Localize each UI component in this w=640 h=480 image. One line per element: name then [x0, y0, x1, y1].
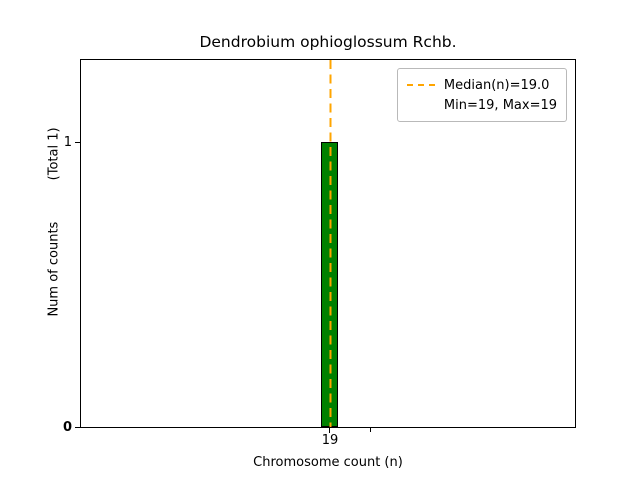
- x-tick-mark-unlabeled: [370, 428, 372, 432]
- legend-label-median: Median(n)=19.0: [443, 77, 550, 93]
- legend-label-minmax: Min=19, Max=19: [443, 97, 557, 113]
- y-axis-label: Num of counts (Total 1): [46, 127, 62, 317]
- chart-title: Dendrobium ophioglossum Rchb.: [199, 33, 457, 51]
- x-axis-label: Chromosome count (n): [253, 455, 403, 470]
- y-tick-mark-0: [75, 427, 80, 429]
- legend-entry-minmax: Min=19, Max=19: [407, 95, 557, 115]
- orange-dashed-line-icon: [406, 84, 435, 86]
- x-tick-mark-19: [329, 428, 331, 433]
- y-tick-label-0: 0: [62, 420, 72, 435]
- legend-entry-median: Median(n)=19.0: [406, 75, 557, 95]
- median-line: [329, 60, 332, 427]
- x-tick-label-19: 19: [321, 433, 339, 448]
- y-tick-mark-1: [75, 142, 80, 144]
- y-tick-label-1: 1: [63, 135, 72, 150]
- plot-area: Median(n)=19.0 Min=19, Max=19: [80, 59, 576, 428]
- legend: Median(n)=19.0 Min=19, Max=19: [396, 68, 567, 122]
